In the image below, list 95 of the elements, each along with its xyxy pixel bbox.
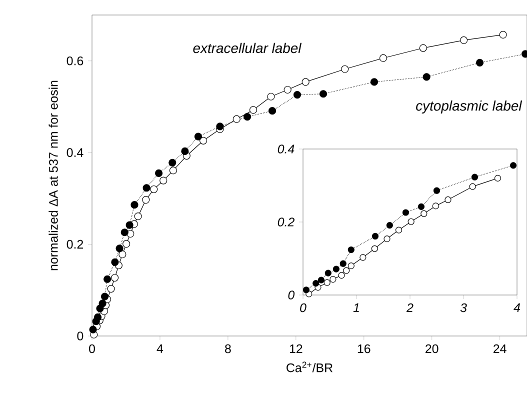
point xyxy=(348,246,354,254)
point xyxy=(194,132,202,140)
point xyxy=(120,228,128,236)
point xyxy=(319,90,328,98)
point xyxy=(433,187,440,194)
point xyxy=(181,147,189,155)
point xyxy=(94,313,102,321)
point xyxy=(100,292,109,300)
point xyxy=(244,113,252,121)
x-tick-label: 0 xyxy=(300,303,306,312)
y-tick-label: 0.2 xyxy=(66,240,84,249)
point xyxy=(267,92,275,100)
point xyxy=(330,276,336,283)
point xyxy=(268,107,276,115)
x-tick-label: 3 xyxy=(460,303,467,312)
x-tick-label: 2 xyxy=(406,303,414,312)
point xyxy=(126,221,134,229)
annotation: extracellular label xyxy=(193,42,302,54)
annotation: cytoplasmic label xyxy=(416,100,522,114)
y-tick-label: 0.2 xyxy=(278,218,294,226)
y-axis-title: normalized ΔA at 537 nm for eosin xyxy=(48,80,58,270)
point xyxy=(232,115,240,123)
point xyxy=(154,169,163,178)
point xyxy=(324,279,330,286)
point xyxy=(332,266,340,272)
point xyxy=(302,286,310,294)
x-tick-label: 4 xyxy=(156,344,164,353)
x-axis-title: Ca$^{2+}$/BR xyxy=(286,362,332,372)
point xyxy=(402,209,410,216)
x-tick-label: 8 xyxy=(225,344,231,354)
point xyxy=(408,218,414,225)
x-tick-label: 1 xyxy=(353,303,359,312)
point xyxy=(318,276,324,284)
point xyxy=(98,300,106,308)
point xyxy=(341,65,349,73)
point xyxy=(116,244,124,252)
point xyxy=(142,196,150,204)
point xyxy=(418,203,425,210)
y-tick-label: 0 xyxy=(288,290,295,300)
y-tick-label: 0.4 xyxy=(278,144,294,154)
point xyxy=(134,212,142,220)
point xyxy=(118,250,126,258)
point xyxy=(169,166,178,174)
point xyxy=(469,183,476,190)
point xyxy=(122,240,130,248)
point xyxy=(284,86,292,94)
point xyxy=(249,106,258,114)
point xyxy=(460,36,468,44)
point xyxy=(142,184,150,192)
point xyxy=(302,78,310,86)
point xyxy=(312,280,320,287)
point xyxy=(420,210,428,217)
x-tick-label: 0 xyxy=(89,344,95,354)
point xyxy=(395,226,402,234)
point xyxy=(130,201,138,209)
point xyxy=(216,122,224,130)
point xyxy=(370,78,378,86)
point xyxy=(386,222,393,229)
point xyxy=(471,174,478,180)
y-tick-label: 0.6 xyxy=(66,56,84,66)
x-tick-label: 4 xyxy=(514,303,520,312)
point xyxy=(360,254,366,261)
y-tick-label: 0.4 xyxy=(66,148,84,157)
point xyxy=(422,73,430,81)
point xyxy=(104,275,112,283)
point xyxy=(111,258,119,266)
x-tick-label: 12 xyxy=(290,344,302,354)
point xyxy=(107,284,115,293)
point xyxy=(293,90,302,99)
x-tick-label: 16 xyxy=(358,344,370,354)
point xyxy=(348,262,354,270)
x-tick-label: 20 xyxy=(426,344,438,354)
point xyxy=(110,274,119,282)
point xyxy=(499,30,507,39)
point xyxy=(343,267,350,274)
point xyxy=(168,158,176,166)
point xyxy=(494,174,502,182)
point xyxy=(338,272,345,279)
point xyxy=(371,245,378,252)
point xyxy=(476,58,484,66)
point xyxy=(432,202,439,210)
point xyxy=(160,176,168,184)
point xyxy=(444,196,452,204)
point xyxy=(384,235,390,242)
point xyxy=(89,326,97,334)
point xyxy=(324,270,332,276)
point xyxy=(200,136,208,144)
point xyxy=(150,185,158,194)
point xyxy=(510,162,517,169)
x-tick-label: 24 xyxy=(494,344,506,354)
point xyxy=(372,232,379,240)
point xyxy=(419,44,427,52)
point xyxy=(340,260,346,267)
y-tick-label: 0 xyxy=(77,332,84,340)
point xyxy=(379,54,388,62)
